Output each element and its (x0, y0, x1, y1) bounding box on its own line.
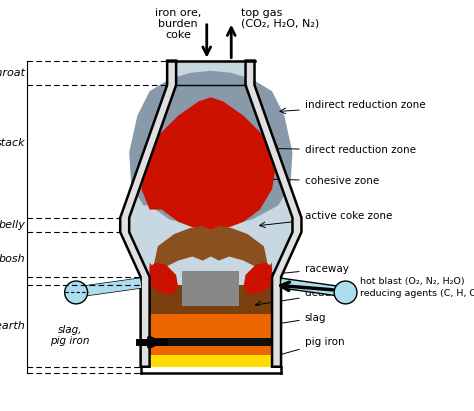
Circle shape (64, 281, 88, 304)
Polygon shape (141, 97, 276, 230)
Polygon shape (246, 60, 301, 367)
Text: pig iron: pig iron (50, 336, 90, 346)
Polygon shape (244, 263, 272, 296)
Polygon shape (150, 263, 178, 296)
Circle shape (334, 281, 357, 304)
Text: top gas: top gas (241, 7, 283, 18)
Text: throat: throat (0, 68, 25, 78)
Text: pig iron: pig iron (255, 337, 344, 363)
Text: hot blast (O₂, N₂, H₂O): hot blast (O₂, N₂, H₂O) (360, 277, 465, 286)
Text: hearth: hearth (0, 321, 25, 331)
Text: stack: stack (0, 138, 25, 148)
Text: slag: slag (255, 313, 326, 329)
Text: cohesive zone: cohesive zone (264, 176, 379, 186)
Text: iron ore,: iron ore, (155, 7, 201, 18)
Text: coke: coke (165, 30, 191, 39)
Text: reducing agents (C, H, O): reducing agents (C, H, O) (360, 289, 474, 298)
Polygon shape (129, 71, 292, 226)
Text: direct reduction zone: direct reduction zone (272, 145, 416, 155)
Polygon shape (120, 60, 176, 367)
Text: belly: belly (0, 220, 25, 230)
Polygon shape (182, 271, 239, 365)
Text: raceway: raceway (270, 264, 348, 277)
Polygon shape (150, 314, 272, 338)
Polygon shape (150, 226, 272, 285)
Polygon shape (150, 338, 272, 346)
Text: burden: burden (158, 18, 198, 28)
Polygon shape (150, 355, 272, 367)
Text: bosh: bosh (0, 254, 25, 263)
Text: indirect reduction zone: indirect reduction zone (280, 100, 425, 114)
Polygon shape (150, 285, 272, 367)
Polygon shape (150, 346, 272, 355)
Text: (CO₂, H₂O, N₂): (CO₂, H₂O, N₂) (241, 18, 319, 28)
Polygon shape (129, 60, 292, 367)
Text: slag,: slag, (58, 325, 82, 335)
Text: dead man: dead man (255, 288, 357, 307)
Text: active coke zone: active coke zone (260, 211, 392, 228)
Polygon shape (150, 305, 272, 314)
